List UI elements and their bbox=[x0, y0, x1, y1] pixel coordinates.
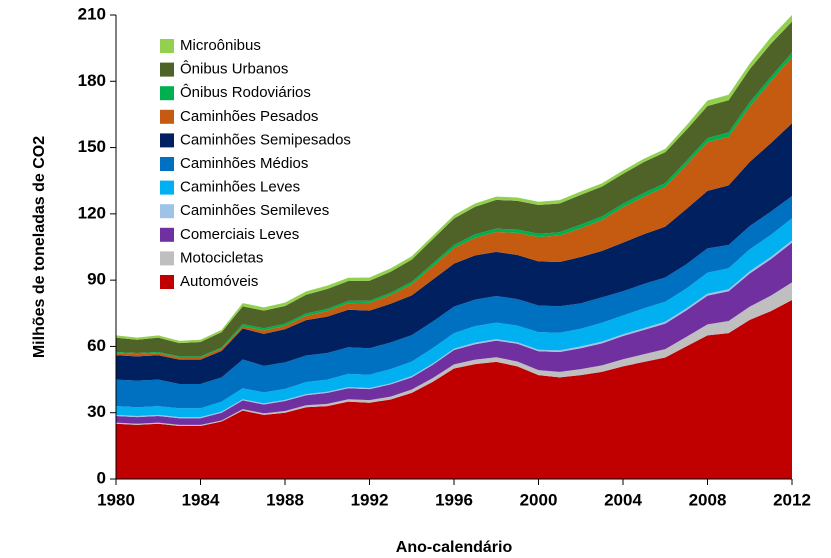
legend-swatch bbox=[160, 62, 174, 77]
x-tick-label: 1992 bbox=[351, 490, 389, 509]
area bbox=[116, 56, 792, 360]
y-tick-label: 180 bbox=[78, 71, 106, 90]
x-tick-label: 2008 bbox=[689, 490, 727, 509]
legend-label: Caminhões Leves bbox=[180, 179, 300, 196]
legend-label: Ônibus Urbanos bbox=[180, 61, 288, 78]
legend-swatch bbox=[160, 133, 174, 148]
legend-swatch bbox=[160, 86, 174, 101]
y-tick-label: 0 bbox=[97, 468, 106, 487]
legend-label: Caminhões Médios bbox=[180, 155, 308, 172]
y-tick-label: 150 bbox=[78, 137, 106, 156]
legend-label: Motocicletas bbox=[180, 249, 263, 266]
x-tick-label: 2012 bbox=[773, 490, 811, 509]
y-tick-label: 120 bbox=[78, 203, 106, 222]
legend-swatch bbox=[160, 204, 174, 219]
y-tick-label: 30 bbox=[87, 402, 106, 421]
legend-swatch bbox=[160, 39, 174, 53]
x-tick-label: 1980 bbox=[97, 490, 135, 509]
legend-label: Caminhões Semileves bbox=[180, 202, 329, 219]
legend-swatch bbox=[160, 180, 174, 195]
y-tick-label: 60 bbox=[87, 336, 106, 355]
area bbox=[116, 282, 792, 426]
y-axis-title: Milhões de toneladas de CO2 bbox=[31, 136, 48, 358]
area bbox=[116, 218, 792, 418]
x-axis-title: Ano-calendário bbox=[396, 539, 513, 556]
legend-label: Microônibus bbox=[180, 37, 261, 54]
x-tick-label: 1984 bbox=[182, 490, 220, 509]
legend-swatch bbox=[160, 251, 174, 266]
x-tick-label: 2004 bbox=[604, 490, 642, 509]
x-tick-label: 1988 bbox=[266, 490, 304, 509]
legend-label: Comerciais Leves bbox=[180, 226, 299, 243]
legend-label: Caminhões Pesados bbox=[180, 108, 318, 125]
area bbox=[116, 196, 792, 409]
area bbox=[116, 242, 792, 425]
y-tick-label: 90 bbox=[87, 270, 106, 289]
legend-swatch bbox=[160, 157, 174, 171]
legend-label: Automóveis bbox=[180, 273, 258, 290]
legend-label: Caminhões Semipesados bbox=[180, 131, 351, 148]
area bbox=[116, 300, 792, 479]
x-tick-label: 2000 bbox=[520, 490, 558, 509]
legend-swatch bbox=[160, 275, 174, 289]
y-tick-label: 210 bbox=[78, 4, 106, 23]
legend-swatch bbox=[160, 109, 174, 124]
legend-label: Ônibus Rodoviários bbox=[180, 84, 311, 101]
legend-swatch bbox=[160, 227, 174, 242]
x-tick-label: 1996 bbox=[435, 490, 473, 509]
area bbox=[116, 123, 792, 384]
